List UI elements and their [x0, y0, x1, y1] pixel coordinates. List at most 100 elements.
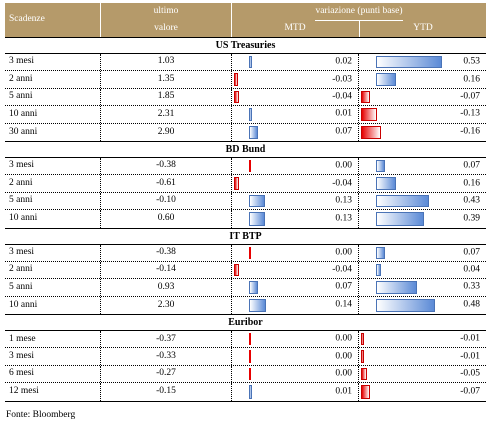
- ytd-cell: 0.16: [359, 71, 486, 87]
- table-row: 12 mesi -0.15 0.01 -0.07: [5, 383, 486, 401]
- ytd-bar: [376, 298, 436, 313]
- maturity-label: 3 mesi: [5, 157, 101, 175]
- mtd-value: -0.04: [332, 177, 352, 188]
- last-value: 0.60: [101, 210, 232, 228]
- mtd-bar: [249, 159, 251, 173]
- section-header: IT BTP: [5, 227, 486, 245]
- mtd-cell: 0.14: [232, 296, 359, 315]
- mtd-cell: -0.04: [232, 261, 359, 279]
- mtd-cell: 0.13: [232, 192, 359, 210]
- ytd-cell: -0.13: [359, 106, 486, 122]
- mtd-cell: 0.02: [232, 54, 359, 71]
- maturity-label: 5 anni: [5, 88, 101, 106]
- header-variazione: variazione (punti base) MTD YTD: [232, 3, 486, 37]
- ytd-cell: 0.04: [359, 262, 486, 278]
- source-footnote: Fonte: Bloomberg: [6, 410, 76, 420]
- ytd-cell: 0.33: [359, 279, 486, 295]
- mtd-bar: [249, 56, 252, 69]
- mtd-cell: 0.00: [232, 331, 359, 348]
- last-value: -0.61: [101, 175, 232, 192]
- ytd-bar: [361, 125, 381, 139]
- mtd-value: 0.00: [335, 160, 352, 171]
- mtd-cell: 0.00: [232, 157, 359, 175]
- ytd-cell: -0.01: [359, 348, 486, 364]
- last-value: 0.93: [101, 279, 232, 296]
- ytd-value: 0.04: [463, 264, 480, 275]
- ytd-cell: -0.07: [359, 89, 486, 105]
- mtd-value: 0.01: [335, 386, 352, 397]
- last-value: 1.03: [101, 54, 232, 71]
- section-header: Euribor: [5, 314, 486, 332]
- maturity-label: 1 mese: [5, 331, 101, 348]
- mtd-value: 0.01: [335, 108, 352, 119]
- mtd-bar: [249, 125, 258, 139]
- maturity-label: 10 anni: [5, 296, 101, 315]
- ytd-value: 0.07: [463, 246, 480, 257]
- last-value: -0.38: [101, 244, 232, 261]
- maturity-label: 2 anni: [5, 71, 101, 88]
- section-title: BD Bund: [225, 143, 266, 155]
- mtd-cell: 0.00: [232, 365, 359, 383]
- ytd-cell: 0.43: [359, 193, 486, 209]
- ytd-value: -0.01: [460, 350, 480, 361]
- ytd-cell: 0.39: [359, 210, 486, 227]
- ytd-cell: -0.05: [359, 366, 486, 382]
- last-value: 1.85: [101, 88, 232, 106]
- mtd-value: 0.02: [335, 56, 352, 67]
- ytd-cell: -0.16: [359, 124, 486, 141]
- mtd-value: 0.13: [335, 195, 352, 206]
- mtd-value: 0.00: [335, 246, 352, 257]
- mtd-value: 0.07: [335, 126, 352, 137]
- table-row: 5 anni 0.93 0.07 0.33: [5, 279, 486, 297]
- header-scadenze: Scadenze: [5, 3, 101, 37]
- table-body: US Treasuries 3 mesi 1.03 0.02 0.53 2 anni 1.3…: [5, 37, 486, 401]
- mtd-bar: [234, 177, 239, 190]
- maturity-label: 3 mesi: [5, 54, 101, 71]
- ytd-cell: 0.53: [359, 54, 486, 70]
- ytd-bar: [361, 385, 370, 399]
- table-row: 5 anni -0.10 0.13 0.43: [5, 192, 486, 211]
- header-value-line1: ultimo: [153, 5, 179, 16]
- table-bottom-rule: [5, 401, 486, 402]
- mtd-bar: [249, 281, 258, 294]
- ytd-cell: -0.07: [359, 383, 486, 400]
- mtd-value: 0.00: [335, 368, 352, 379]
- table-row: 3 mesi -0.38 0.00 0.07: [5, 157, 486, 176]
- mtd-bar: [234, 73, 238, 86]
- maturity-label: 12 mesi: [5, 383, 101, 401]
- mtd-cell: 0.07: [232, 279, 359, 296]
- ytd-cell: 0.48: [359, 297, 486, 314]
- maturity-label: 10 anni: [5, 210, 101, 228]
- maturity-label: 3 mesi: [5, 244, 101, 261]
- last-value: 2.30: [101, 296, 232, 315]
- table-row: 1 mese -0.37 0.00 -0.01: [5, 331, 486, 349]
- ytd-bar: [361, 108, 378, 121]
- ytd-bar: [376, 73, 396, 86]
- header-mtd: MTD: [232, 20, 360, 37]
- mtd-value: 0.13: [335, 213, 352, 224]
- maturity-label: 3 mesi: [5, 348, 101, 365]
- mtd-bar: [249, 367, 251, 381]
- yield-table: Scadenze ultimo valore variazione (punti…: [5, 3, 486, 401]
- ytd-value: -0.16: [460, 126, 480, 137]
- ytd-bar: [376, 159, 385, 173]
- ytd-bar: [376, 194, 430, 208]
- mtd-cell: -0.04: [232, 88, 359, 106]
- table-row: 6 mesi -0.27 0.00 -0.05: [5, 365, 486, 384]
- ytd-cell: -0.01: [359, 331, 486, 347]
- table-row: 5 anni 1.85 -0.04 -0.07: [5, 88, 486, 107]
- mtd-bar: [249, 385, 252, 399]
- last-value: -0.38: [101, 157, 232, 175]
- mtd-bar: [249, 108, 252, 121]
- last-value: -0.37: [101, 331, 232, 348]
- ytd-bar: [361, 367, 368, 381]
- table-row: 3 mesi 1.03 0.02 0.53: [5, 54, 486, 72]
- mtd-cell: 0.01: [232, 106, 359, 123]
- last-value: 1.35: [101, 71, 232, 88]
- ytd-value: 0.43: [463, 195, 480, 206]
- section-title: US Treasuries: [215, 40, 276, 51]
- last-value: -0.14: [101, 261, 232, 279]
- header-variation-title: variazione (punti base): [315, 3, 403, 21]
- mtd-bar: [249, 350, 251, 363]
- table-row: 2 anni 1.35 -0.03 0.16: [5, 71, 486, 89]
